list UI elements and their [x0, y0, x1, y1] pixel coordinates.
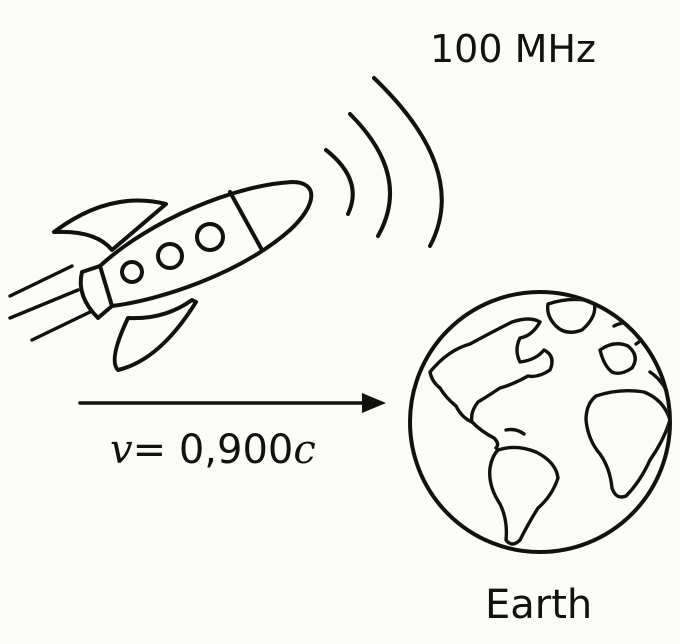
continent-central-america [470, 420, 500, 450]
rocket-icon [8, 180, 314, 372]
continent-europe [598, 342, 637, 376]
island-caribbean [504, 427, 526, 436]
frequency-label: 100 MHz [430, 27, 596, 71]
rocket-fin-lower [112, 298, 198, 372]
radio-wave-large [372, 76, 444, 248]
earth-outline [408, 290, 672, 554]
earth-globe-icon [408, 290, 672, 554]
velocity-symbol: v [110, 427, 133, 473]
rocket-fin-upper [52, 198, 168, 252]
arrow-head [362, 393, 386, 413]
continent-greenland [545, 297, 597, 334]
radio-wave-small [324, 148, 355, 216]
rocket-window-1 [120, 260, 144, 284]
speed-lines [8, 264, 92, 342]
rocket-body [98, 180, 314, 308]
continent-north-america [428, 317, 554, 424]
continent-south-america [488, 445, 560, 546]
right-arrow-icon [78, 393, 386, 413]
velocity-label: v= 0,900c [110, 430, 316, 470]
radio-wave-icon [324, 76, 444, 248]
velocity-value: = 0,900 [132, 427, 294, 473]
rocket-nozzle [78, 264, 114, 320]
velocity-unit: c [293, 427, 316, 473]
continent-africa [584, 388, 668, 499]
earth-label: Earth [485, 582, 593, 628]
rocket-window-3 [195, 222, 225, 252]
radio-wave-medium [348, 112, 392, 238]
rocket-window-2 [156, 242, 184, 270]
rocket-nose-line [228, 190, 264, 252]
